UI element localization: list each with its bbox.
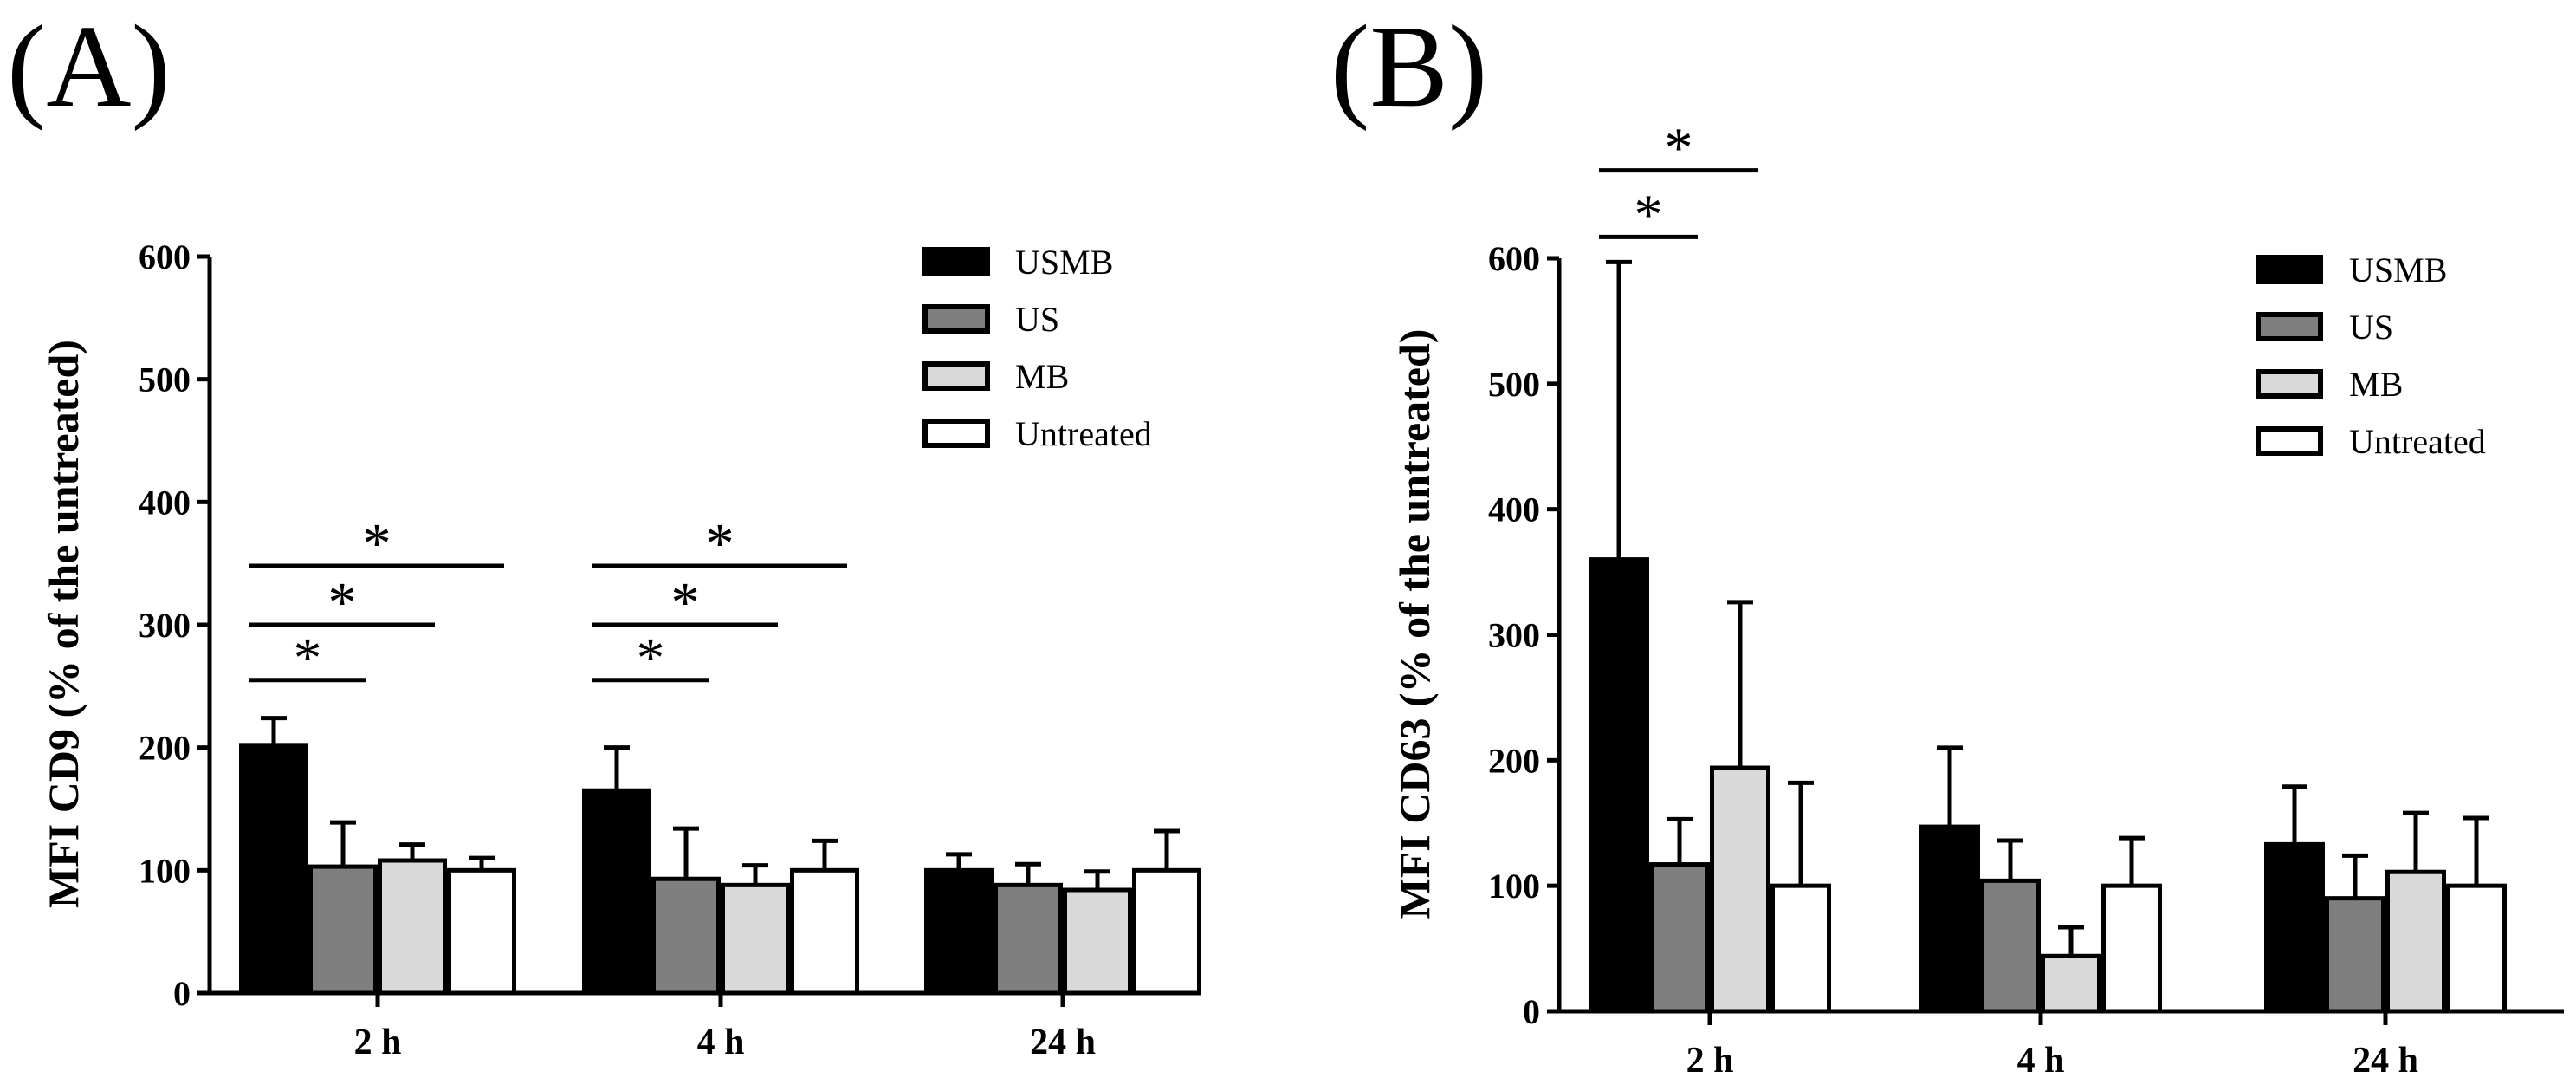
panel-b-legend-swatch-us [2256, 312, 2323, 341]
panel-b-legend-label: Untreated [2349, 422, 2486, 461]
panel-b-y-tick-label: 0 [1523, 992, 1540, 1031]
panel-a-bar-usmb [582, 788, 651, 996]
panel-a-y-tick-label: 100 [139, 851, 191, 890]
panel-a-significance-star: * [706, 512, 735, 575]
panel-b: (B) MFI CD63 (% of the untreated) 0 100 20… [1330, 2, 2564, 1078]
panel-a-significance-star: * [671, 571, 700, 634]
panel-b-bar-untreated [2446, 883, 2507, 1014]
panel-b-bar-usmb [2264, 841, 2325, 1014]
panel-b-bar-mb [2385, 869, 2446, 1014]
panel-b-bar-usmb [1919, 824, 1980, 1014]
panel-a: (A) MFI CD9 (% of the untreated) 0 100 200… [7, 2, 1201, 1062]
panel-b-legend-label: US [2349, 308, 2393, 347]
panel-b-bar-us [1980, 878, 2041, 1014]
panel-a-bar-mb [1063, 887, 1132, 996]
panel-a-bar-mb [378, 858, 447, 996]
panel-b-bar-untreated [2101, 883, 2162, 1014]
panel-b-y-tick-label: 600 [1488, 239, 1540, 278]
panel-a-bar-usmb [239, 743, 308, 996]
panel-a-y-tick-label: 500 [139, 360, 191, 399]
panel-b-legend-swatch-untreated [2256, 426, 2323, 456]
panel-a-y-tick-label: 600 [139, 237, 191, 276]
panel-b-bar-usmb [1589, 557, 1649, 1014]
panel-b-category-label: 2 h [1686, 1041, 1734, 1078]
panel-b-significance-star: * [1634, 183, 1663, 246]
panel-a-bar-untreated [790, 867, 859, 996]
panel-a-y-tick-label: 300 [139, 606, 191, 645]
panel-a-significance-star: * [328, 571, 357, 634]
panel-b-legend-label: MB [2349, 365, 2403, 404]
panel-a-y-axis-title: MFI CD9 (% of the untreated) [39, 340, 87, 908]
panel-b-bar-us [2325, 896, 2385, 1014]
panel-a-legend-label: Untreated [1015, 414, 1152, 453]
panel-b-legend-swatch-usmb [2256, 255, 2323, 284]
panel-b-category-label: 4 h [2017, 1041, 2065, 1078]
panel-a-bar-us [994, 882, 1063, 996]
panel-a-category-label: 24 h [1030, 1023, 1096, 1062]
panel-a-bar-untreated [447, 867, 516, 996]
panel-b-bar-mb [2041, 953, 2101, 1014]
panel-a-legend-swatch-usmb [922, 247, 990, 276]
panel-a-category-label: 4 h [697, 1023, 745, 1062]
panel-b-bar-mb [1710, 765, 1770, 1014]
panel-b-bar-untreated [1770, 883, 1831, 1014]
panel-a-legend-label: USMB [1015, 243, 1113, 282]
panel-a-bar-mb [721, 882, 790, 996]
panel-b-legend-label: USMB [2349, 250, 2447, 289]
panel-a-significance-star: * [363, 512, 392, 575]
panel-a-bar-us [308, 864, 378, 996]
panel-b-legend-swatch-mb [2256, 369, 2323, 399]
panel-b-y-axis-title: MFI CD63 (% of the untreated) [1390, 329, 1439, 919]
panel-a-significance-star: * [294, 627, 322, 690]
panel-b-y-tick-label: 100 [1488, 867, 1540, 906]
panel-a-legend-swatch-us [922, 304, 990, 334]
panel-a-legend-label: US [1015, 300, 1059, 339]
panel-b-significance-star: * [1665, 117, 1693, 180]
panel-b-category-label: 24 h [2353, 1041, 2418, 1078]
panel-a-legend-swatch-untreated [922, 419, 990, 448]
panel-a-y-tick-label: 0 [173, 974, 191, 1013]
panel-a-y-tick-label: 400 [139, 483, 191, 522]
panel-a-bar-us [651, 876, 721, 996]
panel-a-label: (A) [7, 2, 171, 132]
panel-b-y-tick-label: 300 [1488, 616, 1540, 655]
panel-a-legend-label: MB [1015, 357, 1069, 396]
panel-a-category-label: 2 h [354, 1023, 402, 1062]
panel-b-y-tick-label: 200 [1488, 741, 1540, 780]
panel-b-y-tick-label: 400 [1488, 490, 1540, 529]
panel-a-bar-untreated [1132, 867, 1201, 996]
panel-a-significance-star: * [637, 627, 665, 690]
panel-a-y-tick-label: 200 [139, 729, 191, 768]
panel-b-bar-us [1649, 862, 1710, 1014]
panel-b-label: (B) [1330, 2, 1487, 132]
panel-a-bar-usmb [924, 867, 994, 996]
panel-b-y-tick-label: 500 [1488, 365, 1540, 404]
panel-a-legend-swatch-mb [922, 361, 990, 391]
